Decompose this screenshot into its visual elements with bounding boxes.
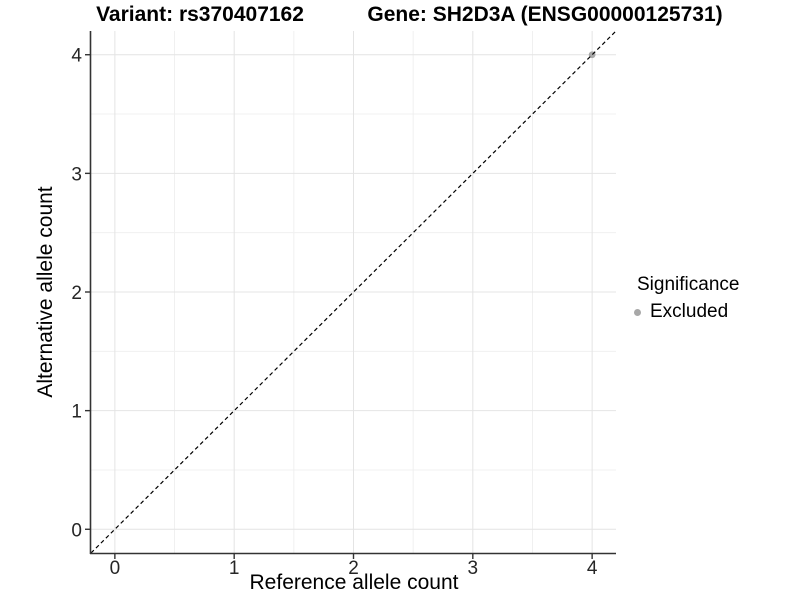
legend-title: Significance bbox=[637, 274, 740, 295]
x-tick-label: 1 bbox=[229, 558, 240, 579]
y-tick-label: 1 bbox=[71, 402, 82, 423]
x-tick-label: 3 bbox=[468, 558, 479, 579]
x-tick-label: 4 bbox=[587, 558, 598, 579]
y-tick-label: 4 bbox=[71, 46, 82, 67]
x-axis-label: Reference allele count bbox=[249, 571, 459, 594]
legend-key-dot-icon bbox=[634, 308, 641, 316]
x-tick-label: 0 bbox=[110, 558, 121, 579]
y-axis-label: Alternative allele count bbox=[34, 186, 57, 398]
y-tick-label: 2 bbox=[71, 283, 82, 304]
legend: Significance Excluded bbox=[630, 274, 739, 323]
x-tick-label: 2 bbox=[348, 558, 359, 579]
plot-title-variant: Variant: rs370407162 bbox=[96, 3, 304, 26]
identity-line bbox=[90, 30, 617, 554]
y-tick-label: 3 bbox=[71, 164, 82, 185]
plot-title-gene: Gene: SH2D3A (ENSG00000125731) bbox=[367, 3, 723, 26]
y-tick-label: 0 bbox=[71, 520, 82, 541]
legend-item-label: Excluded bbox=[650, 301, 729, 322]
legend-item-excluded: Excluded bbox=[630, 301, 739, 323]
